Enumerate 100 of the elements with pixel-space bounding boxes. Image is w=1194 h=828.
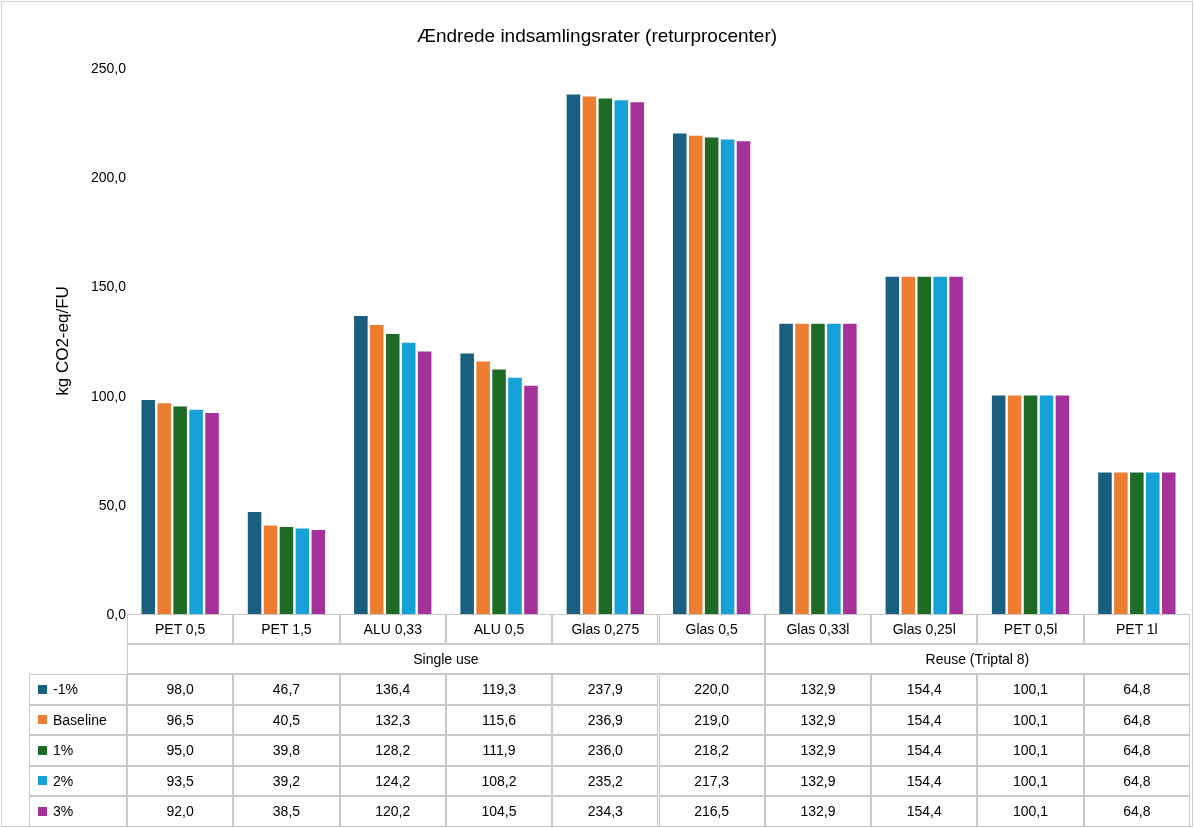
data-label: 235,2	[552, 765, 659, 796]
data-label: 108,2	[445, 765, 553, 796]
x-tick-label: PET 0,5l	[977, 614, 1084, 644]
data-label: 100,1	[977, 704, 1084, 735]
x-tick-label: Glas 0,25l	[871, 614, 978, 644]
data-label: 64,8	[1083, 765, 1190, 796]
bar	[1098, 472, 1112, 614]
legend-label: 2%	[29, 765, 127, 796]
data-label: 236,0	[552, 735, 659, 766]
bar	[460, 353, 474, 614]
legend-label: 3%	[29, 796, 127, 827]
data-label: 128,2	[339, 735, 446, 766]
bar	[1114, 472, 1128, 614]
bar	[370, 325, 384, 614]
bar	[1039, 395, 1054, 614]
bar	[795, 323, 809, 614]
bar	[1055, 395, 1070, 614]
bar	[157, 403, 171, 614]
bar	[492, 369, 506, 614]
data-label: 98,0	[127, 674, 234, 705]
data-label: 154,4	[871, 735, 978, 766]
bar	[417, 351, 432, 614]
data-label: 100,1	[977, 674, 1084, 705]
data-label: 237,9	[552, 674, 659, 705]
bar	[949, 276, 963, 614]
data-label: 234,3	[552, 796, 659, 827]
bar	[843, 323, 857, 614]
bar	[1161, 472, 1176, 614]
data-label: 100,1	[977, 735, 1084, 766]
x-tick-label: Glas 0,33l	[764, 614, 872, 644]
bar	[1023, 395, 1038, 614]
data-label: 217,3	[658, 765, 765, 796]
bar	[566, 94, 581, 614]
data-label: 100,1	[977, 796, 1084, 827]
bar	[524, 385, 538, 614]
data-label: 39,8	[233, 735, 340, 766]
y-tick-label: 250,0	[90, 59, 127, 76]
data-label: 46,7	[233, 674, 340, 705]
bar	[885, 276, 900, 614]
data-label: 39,2	[233, 765, 340, 796]
x-tick-label: PET 0,5	[127, 614, 234, 644]
data-label: 119,3	[445, 674, 553, 705]
bar	[205, 413, 219, 614]
bar	[598, 98, 613, 614]
chart-title: Ændrede indsamlingsrater (returprocenter)	[416, 25, 778, 47]
y-tick-label: 0,0	[106, 605, 127, 622]
data-label: 132,9	[764, 765, 872, 796]
data-label: 124,2	[339, 765, 446, 796]
legend-label: Baseline	[29, 704, 127, 735]
data-label: 96,5	[127, 704, 234, 735]
data-label: 220,0	[658, 674, 765, 705]
data-label: 132,9	[764, 735, 872, 766]
text: Single use	[127, 644, 765, 674]
legend-label: 1%	[29, 735, 127, 766]
bar	[630, 102, 645, 614]
data-label: 154,4	[871, 704, 978, 735]
bar	[704, 137, 719, 614]
bar	[582, 96, 597, 614]
data-label: 132,9	[764, 674, 872, 705]
legend-label: -1%	[29, 674, 127, 705]
data-label: 132,9	[764, 704, 872, 735]
y-tick-label: 100,0	[90, 387, 127, 404]
bar	[1146, 472, 1160, 614]
bar	[1007, 395, 1022, 614]
data-label: 38,5	[233, 796, 340, 827]
bar	[779, 323, 793, 614]
bar	[1130, 472, 1144, 614]
data-label: 154,4	[871, 674, 978, 705]
bar	[720, 139, 735, 614]
bar	[263, 525, 278, 614]
data-label: 92,0	[127, 796, 234, 827]
data-label: 219,0	[658, 704, 765, 735]
text: Reuse (Triptal 8)	[764, 644, 1190, 674]
y-axis-title: kg CO2-eq/FU	[52, 286, 72, 396]
data-label: 93,5	[127, 765, 234, 796]
data-label: 95,0	[127, 735, 234, 766]
bar	[736, 141, 751, 614]
bar	[811, 323, 825, 614]
bar	[247, 512, 262, 614]
x-tick-label: Glas 0,5	[658, 614, 765, 644]
x-tick-label: PET 1l	[1083, 614, 1190, 644]
bar	[672, 133, 687, 614]
data-label: 236,9	[552, 704, 659, 735]
bar	[354, 316, 368, 614]
data-label: 216,5	[658, 796, 765, 827]
bar	[917, 276, 932, 614]
bar	[991, 395, 1006, 614]
bar	[189, 409, 203, 614]
bar	[279, 527, 294, 614]
data-label: 64,8	[1083, 704, 1190, 735]
data-label: 132,3	[339, 704, 446, 735]
data-label: 132,9	[764, 796, 872, 827]
bar	[295, 528, 310, 614]
x-tick-label: ALU 0,5	[445, 614, 553, 644]
data-label: 154,4	[871, 796, 978, 827]
data-label: 154,4	[871, 765, 978, 796]
bar	[311, 529, 326, 614]
data-label: 64,8	[1083, 735, 1190, 766]
data-label: 64,8	[1083, 796, 1190, 827]
x-tick-label: Glas 0,275	[552, 614, 659, 644]
